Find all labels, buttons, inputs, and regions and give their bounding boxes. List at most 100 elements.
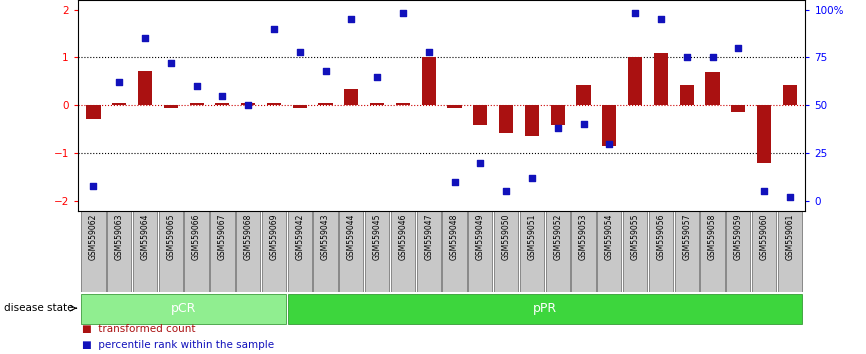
Bar xyxy=(288,211,312,292)
Bar xyxy=(757,105,772,163)
Bar xyxy=(520,211,544,292)
Bar xyxy=(623,211,647,292)
Point xyxy=(113,80,126,85)
Point xyxy=(396,11,410,16)
Point xyxy=(577,122,591,127)
Text: GSM559056: GSM559056 xyxy=(656,214,665,261)
Bar xyxy=(572,211,596,292)
Bar xyxy=(339,211,364,292)
Bar xyxy=(525,105,539,136)
Bar xyxy=(499,105,514,133)
Bar xyxy=(680,85,694,105)
Bar xyxy=(241,103,255,105)
Bar xyxy=(164,105,178,108)
Bar xyxy=(778,211,802,292)
Text: GSM559052: GSM559052 xyxy=(553,214,562,260)
Text: GSM559054: GSM559054 xyxy=(604,214,614,261)
Bar xyxy=(391,211,415,292)
Bar xyxy=(654,53,668,105)
Point xyxy=(422,49,436,55)
Bar xyxy=(443,211,467,292)
Point xyxy=(267,26,281,32)
Bar xyxy=(190,103,204,105)
Bar xyxy=(370,103,385,105)
Bar xyxy=(701,211,725,292)
Point xyxy=(628,11,642,16)
Bar xyxy=(81,211,106,292)
Bar xyxy=(236,211,261,292)
Point xyxy=(732,45,746,51)
Bar xyxy=(727,211,751,292)
Bar xyxy=(87,105,100,119)
Text: GSM559059: GSM559059 xyxy=(734,214,743,261)
Bar xyxy=(675,211,699,292)
Bar xyxy=(345,88,359,105)
Point xyxy=(87,183,100,189)
Text: GSM559045: GSM559045 xyxy=(372,214,382,261)
Text: GSM559060: GSM559060 xyxy=(759,214,769,261)
Text: GSM559058: GSM559058 xyxy=(708,214,717,260)
Point xyxy=(216,93,229,98)
Bar xyxy=(107,211,132,292)
Bar xyxy=(288,294,802,324)
Bar xyxy=(313,211,338,292)
Bar xyxy=(138,71,152,105)
Point xyxy=(371,74,385,79)
Point xyxy=(293,49,307,55)
Text: GSM559055: GSM559055 xyxy=(630,214,640,261)
Text: GSM559048: GSM559048 xyxy=(450,214,459,260)
Text: GSM559044: GSM559044 xyxy=(347,214,356,261)
Point xyxy=(603,141,617,147)
Bar xyxy=(396,103,410,105)
Point xyxy=(757,189,771,194)
Text: GSM559068: GSM559068 xyxy=(243,214,253,260)
Point xyxy=(474,160,488,166)
Bar xyxy=(293,105,307,108)
Text: GSM559057: GSM559057 xyxy=(682,214,691,261)
Text: GSM559067: GSM559067 xyxy=(218,214,227,261)
Text: GSM559063: GSM559063 xyxy=(114,214,124,261)
Bar xyxy=(184,211,209,292)
Text: ■  transformed count: ■ transformed count xyxy=(82,324,196,334)
Text: GSM559065: GSM559065 xyxy=(166,214,175,261)
Text: GSM559051: GSM559051 xyxy=(527,214,536,260)
Text: pPR: pPR xyxy=(533,302,557,315)
Bar xyxy=(210,211,235,292)
Text: GSM559069: GSM559069 xyxy=(269,214,279,261)
Point xyxy=(242,103,255,108)
Point xyxy=(783,194,797,200)
Bar xyxy=(132,211,157,292)
Bar xyxy=(262,211,286,292)
Bar xyxy=(731,105,746,113)
Text: GSM559061: GSM559061 xyxy=(785,214,794,260)
Point xyxy=(551,125,565,131)
Text: GSM559042: GSM559042 xyxy=(295,214,304,260)
Bar xyxy=(628,57,643,105)
Text: GSM559049: GSM559049 xyxy=(475,214,485,261)
Bar xyxy=(417,211,441,292)
Bar xyxy=(81,294,286,324)
Text: ■  percentile rank within the sample: ■ percentile rank within the sample xyxy=(82,340,275,350)
Bar xyxy=(546,211,570,292)
Point xyxy=(654,16,668,22)
Bar xyxy=(448,105,462,108)
Point xyxy=(319,68,333,74)
Text: GSM559047: GSM559047 xyxy=(424,214,433,261)
Bar xyxy=(267,103,281,105)
Bar xyxy=(158,211,183,292)
Bar xyxy=(319,103,333,105)
Bar xyxy=(598,211,622,292)
Bar xyxy=(783,85,797,105)
Text: pCR: pCR xyxy=(171,302,197,315)
Point xyxy=(138,35,152,41)
Point xyxy=(164,61,178,66)
Bar xyxy=(473,105,488,125)
Bar xyxy=(494,211,518,292)
Bar xyxy=(112,103,126,105)
Text: GSM559046: GSM559046 xyxy=(398,214,408,261)
Text: GSM559053: GSM559053 xyxy=(579,214,588,261)
Text: GSM559062: GSM559062 xyxy=(89,214,98,260)
Point xyxy=(448,179,462,185)
Bar xyxy=(365,211,390,292)
Point xyxy=(190,83,204,89)
